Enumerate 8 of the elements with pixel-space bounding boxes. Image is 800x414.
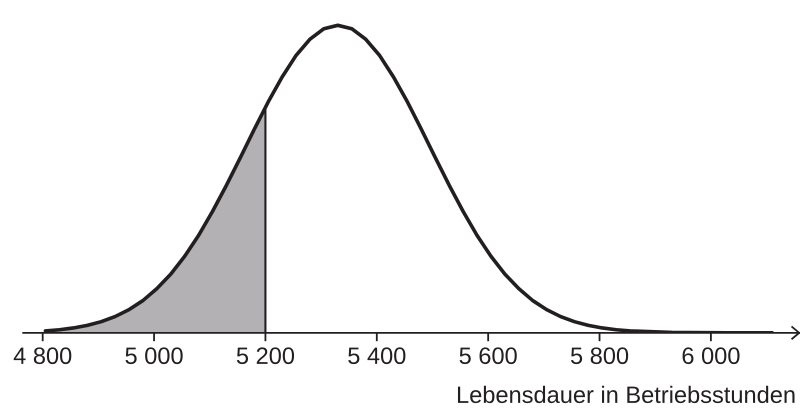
- x-axis-title: Lebensdauer in Betriebsstunden: [458, 386, 794, 404]
- x-tick-label: 5 800: [570, 347, 628, 364]
- x-tick-label: 5 600: [460, 347, 517, 364]
- x-tick-label: 6 000: [682, 347, 740, 364]
- x-tick-label: 5 400: [348, 347, 406, 364]
- x-tick-label: 5 000: [125, 347, 183, 364]
- x-tick-label: 4 800: [14, 347, 72, 364]
- x-tick-label: 5 200: [236, 347, 294, 364]
